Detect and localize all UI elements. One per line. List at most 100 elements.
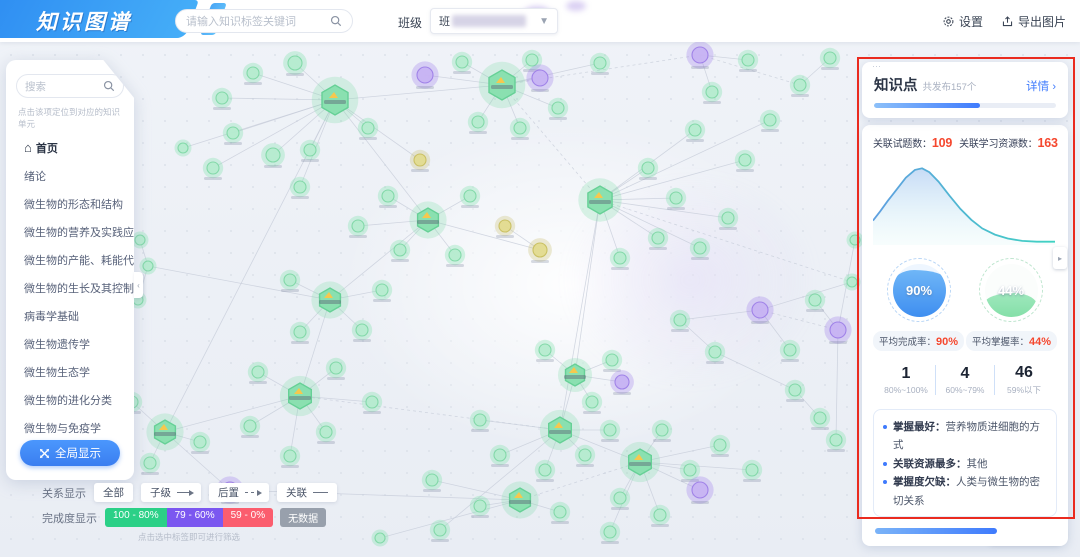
knowledge-node[interactable]	[689, 237, 711, 260]
knowledge-node[interactable]	[242, 62, 264, 85]
knowledge-node[interactable]	[139, 452, 161, 475]
knowledge-node[interactable]	[701, 81, 723, 104]
unit-hub-node[interactable]	[311, 281, 349, 319]
search-icon[interactable]	[330, 15, 342, 27]
unit-hub-node[interactable]	[557, 357, 593, 393]
sidebar-collapse-handle[interactable]: ‹	[134, 272, 143, 298]
knowledge-node[interactable]	[574, 444, 596, 467]
knowledge-node[interactable]	[444, 244, 466, 267]
unit-hub-node[interactable]	[478, 61, 526, 109]
knowledge-node[interactable]	[283, 51, 307, 76]
knowledge-node[interactable]	[825, 429, 847, 452]
knowledge-node[interactable]	[371, 279, 393, 302]
knowledge-node[interactable]	[494, 215, 516, 238]
knowledge-node[interactable]	[222, 122, 244, 145]
knowledge-node[interactable]	[289, 321, 311, 344]
sidebar-item[interactable]: 微生物的形态和结构	[24, 199, 123, 211]
knowledge-node[interactable]	[469, 495, 491, 518]
knowledge-node[interactable]	[647, 227, 669, 250]
knowledge-node[interactable]	[809, 407, 831, 430]
sidebar-item[interactable]: ⌂ 首页	[24, 140, 58, 155]
keyword-search-input[interactable]: 请输入知识标签关键词	[175, 9, 353, 33]
knowledge-node[interactable]	[599, 521, 621, 544]
knowledge-node[interactable]	[804, 289, 826, 312]
knowledge-node[interactable]	[429, 519, 451, 542]
knowledge-node[interactable]	[411, 61, 439, 89]
knowledge-node[interactable]	[139, 257, 157, 275]
knowledge-node[interactable]	[679, 459, 701, 482]
completion-chip[interactable]: 59 - 0%	[222, 508, 274, 527]
knowledge-node[interactable]	[509, 117, 531, 140]
panel-scrollbar[interactable]	[875, 527, 997, 534]
knowledge-node[interactable]	[467, 111, 489, 134]
knowledge-node[interactable]	[469, 409, 491, 432]
knowledge-node[interactable]	[741, 459, 763, 482]
sidebar-item[interactable]: 微生物的生长及其控制	[24, 283, 134, 295]
knowledge-node[interactable]	[261, 143, 285, 168]
knowledge-node[interactable]	[409, 149, 431, 172]
unit-hub-node[interactable]	[146, 413, 184, 451]
knowledge-node[interactable]	[843, 273, 861, 291]
knowledge-node[interactable]	[211, 87, 233, 110]
sidebar-item[interactable]: 绪论	[24, 171, 46, 183]
sidebar-item[interactable]: 微生物遗传学	[24, 339, 90, 351]
knowledge-node[interactable]	[315, 421, 337, 444]
search-icon[interactable]	[103, 80, 115, 92]
knowledge-node[interactable]	[589, 52, 611, 75]
unit-hub-node[interactable]	[501, 481, 539, 519]
knowledge-node[interactable]	[377, 185, 399, 208]
sidebar-item[interactable]: 微生物生态学	[24, 367, 90, 379]
relation-chip[interactable]: 全部	[94, 483, 133, 502]
knowledge-node[interactable]	[846, 231, 864, 249]
knowledge-node[interactable]	[734, 149, 756, 172]
knowledge-node[interactable]	[649, 504, 671, 527]
completion-chip[interactable]: 无数据	[280, 508, 327, 527]
panel-collapse-handle[interactable]: ▸	[1053, 247, 1067, 269]
relation-chip[interactable]: 子级	[141, 483, 201, 502]
knowledge-node[interactable]	[549, 501, 571, 524]
knowledge-node[interactable]	[289, 176, 311, 199]
class-select[interactable]: 班 ▼	[430, 8, 558, 34]
knowledge-node[interactable]	[389, 239, 411, 262]
knowledge-node[interactable]	[174, 139, 192, 157]
details-link[interactable]: 详情 ›	[1026, 81, 1056, 93]
knowledge-node[interactable]	[665, 187, 687, 210]
unit-hub-node[interactable]	[578, 178, 622, 222]
knowledge-node[interactable]	[779, 339, 801, 362]
knowledge-node[interactable]	[704, 341, 726, 364]
knowledge-node[interactable]	[759, 109, 781, 132]
knowledge-node[interactable]	[684, 119, 706, 142]
knowledge-node[interactable]	[451, 51, 473, 74]
knowledge-node[interactable]	[819, 47, 841, 70]
knowledge-node[interactable]	[599, 419, 621, 442]
sidebar-search-input[interactable]: 搜索	[16, 74, 124, 98]
knowledge-node[interactable]	[547, 97, 569, 120]
knowledge-node[interactable]	[784, 379, 806, 402]
settings-button[interactable]: 设置	[942, 13, 983, 30]
unit-hub-node[interactable]	[409, 201, 447, 239]
knowledge-node[interactable]	[239, 415, 261, 438]
knowledge-node[interactable]	[686, 476, 714, 504]
unit-hub-node[interactable]	[619, 441, 661, 483]
knowledge-node[interactable]	[351, 319, 373, 342]
knowledge-node[interactable]	[609, 247, 631, 270]
knowledge-node[interactable]	[709, 434, 731, 457]
knowledge-node[interactable]	[131, 231, 149, 249]
knowledge-node[interactable]	[489, 444, 511, 467]
unit-hub-node[interactable]	[311, 76, 359, 124]
knowledge-node[interactable]	[581, 391, 603, 414]
completion-chip[interactable]: 79 - 60%	[166, 508, 223, 527]
knowledge-node[interactable]	[610, 370, 634, 395]
knowledge-node[interactable]	[279, 269, 301, 292]
knowledge-node[interactable]	[601, 349, 623, 372]
relation-chip[interactable]: 关联	[277, 483, 337, 502]
knowledge-node[interactable]	[247, 361, 269, 384]
knowledge-node[interactable]	[459, 185, 481, 208]
knowledge-node[interactable]	[279, 445, 301, 468]
knowledge-node[interactable]	[526, 64, 554, 92]
knowledge-node[interactable]	[686, 41, 714, 69]
sidebar-item[interactable]: 微生物的产能、耗能代谢及应用	[24, 255, 134, 267]
knowledge-node[interactable]	[371, 529, 389, 547]
sidebar-item[interactable]: 微生物与免疫学	[24, 423, 101, 435]
knowledge-node[interactable]	[202, 157, 224, 180]
